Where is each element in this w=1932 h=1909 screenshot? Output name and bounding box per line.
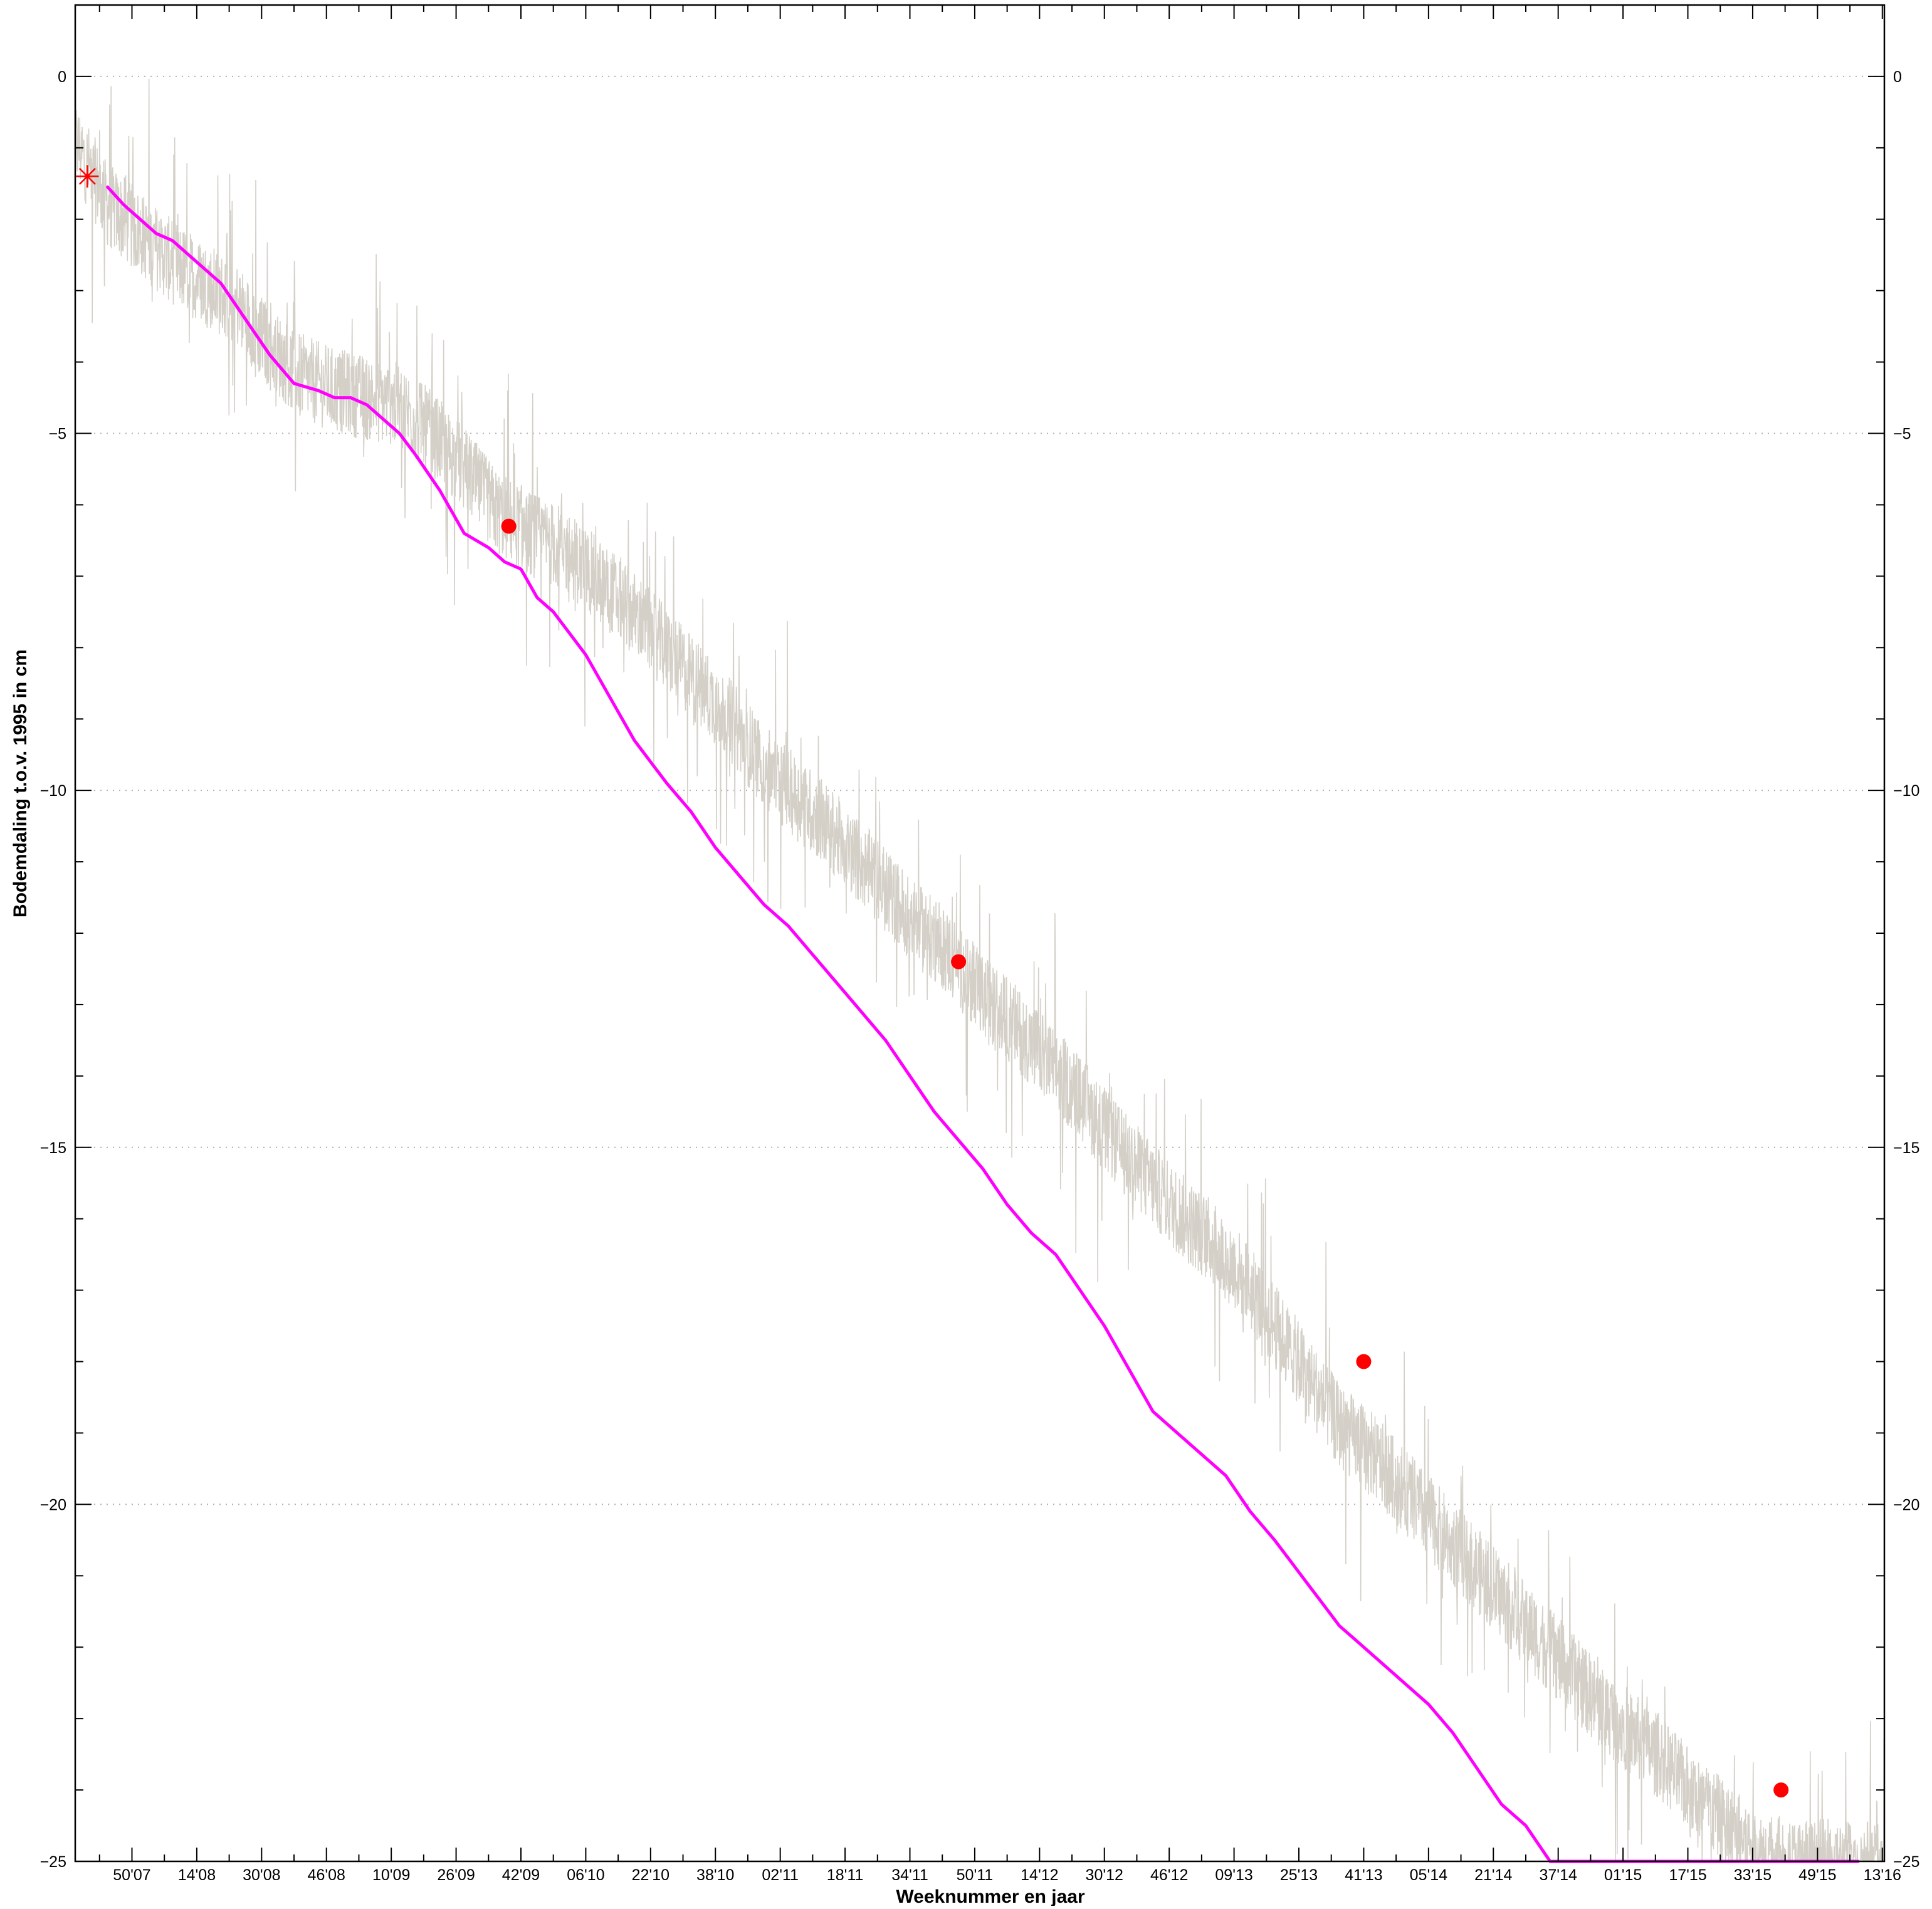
y-tick-label-right: −15 <box>1893 1139 1919 1157</box>
x-tick-label: 26'09 <box>437 1866 475 1884</box>
y-axis-title: Bodemdaling t.o.v. 1995 in cm <box>10 649 31 918</box>
y-tick-label-left: −10 <box>40 782 66 800</box>
x-tick-label: 49'15 <box>1798 1866 1836 1884</box>
raw-measurement-series <box>75 78 1885 1864</box>
x-tick-label: 09'13 <box>1215 1866 1252 1884</box>
y-tick-label-right: −5 <box>1893 426 1911 443</box>
x-tick-label: 30'12 <box>1086 1866 1123 1884</box>
marker-layer <box>76 165 1789 1798</box>
x-tick-label: 01'15 <box>1604 1866 1642 1884</box>
axes-layer: 0 0 −5 −5 −10 −10 −15 −15 −20 −20 −25 −25 50'07 14'08… <box>40 4 1919 1884</box>
measurement-dot <box>1356 1354 1372 1369</box>
x-tick-label: 46'12 <box>1150 1866 1188 1884</box>
measurement-dot <box>501 518 517 534</box>
measurement-dot <box>1773 1782 1789 1798</box>
x-tick-label: 33'15 <box>1734 1866 1772 1884</box>
y-tick-label-right: −20 <box>1893 1496 1919 1514</box>
x-tick-label: 37'14 <box>1539 1866 1577 1884</box>
grid-layer <box>75 75 1884 1505</box>
x-tick-label: 14'08 <box>178 1866 216 1884</box>
x-tick-label: 41'13 <box>1345 1866 1382 1884</box>
x-tick-label: 22'10 <box>632 1866 669 1884</box>
y-tick-label-right: −10 <box>1893 782 1919 800</box>
x-tick-label: 50'07 <box>113 1866 150 1884</box>
x-tick-label: 34'11 <box>891 1866 928 1884</box>
measurement-dot <box>951 954 967 970</box>
x-tick-label: 25'13 <box>1280 1866 1318 1884</box>
x-tick-label: 02'11 <box>762 1866 799 1884</box>
star-stroke <box>78 167 96 185</box>
x-tick-label: 17'15 <box>1669 1866 1706 1884</box>
y-tick-label-right: −25 <box>1893 1853 1919 1871</box>
x-tick-label: 18'11 <box>827 1866 864 1884</box>
y-tick-label-left: −20 <box>40 1496 66 1514</box>
trend-line-series <box>106 186 1860 1863</box>
x-tick-label: 30'08 <box>243 1866 280 1884</box>
x-tick-label: 06'10 <box>567 1866 604 1884</box>
x-axis-title: Weeknummer en jaar <box>896 1886 1085 1906</box>
x-tick-label: 50'11 <box>957 1866 994 1884</box>
y-tick-label-left: 0 <box>58 68 66 86</box>
series-layer <box>75 78 1885 1864</box>
y-tick-label-left: −15 <box>40 1139 66 1157</box>
start-star-marker <box>76 165 99 188</box>
x-tick-label: 21'14 <box>1474 1866 1512 1884</box>
x-tick-label: 42'09 <box>502 1866 540 1884</box>
x-tick-label: 13'16 <box>1864 1866 1901 1884</box>
y-tick-label-left: −5 <box>48 426 66 443</box>
y-tick-label-left: −25 <box>40 1853 66 1871</box>
x-tick-label: 05'14 <box>1410 1866 1447 1884</box>
x-tick-label: 10'09 <box>372 1866 410 1884</box>
y-tick-label-right: 0 <box>1893 68 1902 86</box>
x-tick-label: 14'12 <box>1021 1866 1058 1884</box>
x-tick-label: 38'10 <box>696 1866 734 1884</box>
x-tick-label: 46'08 <box>308 1866 345 1884</box>
